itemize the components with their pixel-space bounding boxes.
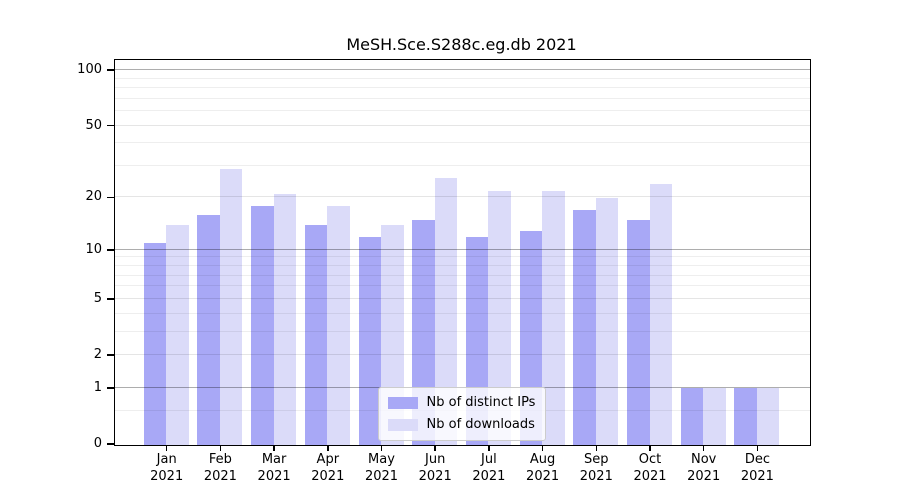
bar-distinct-ips-feb [197,215,220,445]
x-tick-label-oct: Oct 2021 [633,452,667,484]
bar-downloads-jul [488,190,511,445]
bar-downloads-mar [273,194,297,445]
bar-downloads-feb [219,169,243,445]
y-tick-label-20: 20 [85,189,102,205]
x-tick-jan [165,445,168,451]
x-tick-oct [649,445,651,451]
x-tick-nov [702,445,705,451]
bar-downloads-oct [649,183,672,445]
x-tick-aug [541,445,544,451]
x-tick-label-jun: Jun 2021 [418,452,452,484]
x-tick-label-feb: Feb 2021 [203,452,237,484]
x-tick-label-dec: Dec 2021 [740,452,774,484]
x-tick-label-aug: Aug 2021 [526,452,560,484]
x-tick-label-year: 2021 [740,468,774,484]
bar-distinct-ips-dec [734,388,757,445]
x-tick-apr [327,445,329,451]
y-tick-2 [107,354,114,356]
legend-label-distinct-ips: Nb of distinct IPs [426,394,536,410]
bar-downloads-dec [756,388,780,445]
x-tick-label-year: 2021 [633,468,667,484]
y-tick-label-5: 5 [93,290,102,306]
x-tick-label-year: 2021 [311,468,345,484]
x-tick-label-apr: Apr 2021 [311,452,345,484]
x-tick-label-year: 2021 [526,468,560,484]
x-tick-label-may: May 2021 [364,452,399,484]
x-tick-dec [756,445,759,451]
bar-downloads-aug [542,190,565,445]
x-tick-label-year: 2021 [579,468,613,484]
y-tick-0 [107,443,114,445]
bar-downloads-apr [327,206,350,445]
bar-downloads-jun [434,177,458,445]
y-tick-label-1: 1 [93,379,102,395]
plot-area: Nb of distinct IPs Nb of downloads [113,58,811,446]
legend-label-downloads: Nb of downloads [426,416,535,432]
y-tick-10 [107,249,114,251]
x-tick-may [380,445,383,451]
bar-downloads-jan [166,225,189,445]
y-tick-5 [107,298,114,300]
legend-swatch-distinct-ips [387,396,418,409]
bar-distinct-ips-may [358,236,381,445]
y-tick-label-50: 50 [85,117,102,133]
bar-distinct-ips-nov [680,388,704,445]
x-tick-mar [273,445,275,451]
x-tick-label-year: 2021 [418,468,452,484]
y-tick-1 [107,387,114,389]
x-tick-label-jan: Jan 2021 [150,452,184,484]
x-tick-label-year: 2021 [150,468,184,484]
y-tick-20 [107,196,114,199]
y-tick-label-2: 2 [93,347,102,362]
y-tick-100 [107,69,114,71]
x-tick-label-year: 2021 [203,468,237,484]
y-tick-label-10: 10 [85,241,102,257]
x-tick-label-year: 2021 [472,468,506,484]
y-tick-50 [107,124,114,127]
x-tick-feb [219,445,222,451]
legend-row-distinct-ips: Nb of distinct IPs [387,394,536,411]
x-tick-label-jul: Jul 2021 [472,452,506,484]
bar-distinct-ips-apr [304,225,328,445]
bar-downloads-nov [703,388,726,445]
y-tick-label-100: 100 [77,62,102,78]
bar-distinct-ips-mar [251,206,274,445]
x-tick-sep [595,445,598,451]
legend-swatch-downloads [387,418,418,431]
legend: Nb of distinct IPs Nb of downloads [377,386,547,441]
x-tick-label-nov: Nov 2021 [687,452,721,484]
bar-downloads-sep [595,197,619,445]
y-tick-label-0: 0 [93,436,102,451]
x-tick-label-mar: Mar 2021 [257,452,291,484]
bar-distinct-ips-sep [573,210,596,445]
x-tick-label-year: 2021 [364,468,399,484]
x-tick-label-sep: Sep 2021 [579,452,613,484]
bar-distinct-ips-oct [627,219,650,445]
legend-row-downloads: Nb of downloads [387,416,536,433]
x-tick-label-year: 2021 [257,468,291,484]
bar-distinct-ips-jan [143,243,167,445]
chart-title: MeSH.Sce.S288c.eg.db 2021 [346,35,577,54]
x-tick-label-year: 2021 [687,468,721,484]
x-tick-jul [488,445,490,451]
x-tick-jun [434,445,436,451]
